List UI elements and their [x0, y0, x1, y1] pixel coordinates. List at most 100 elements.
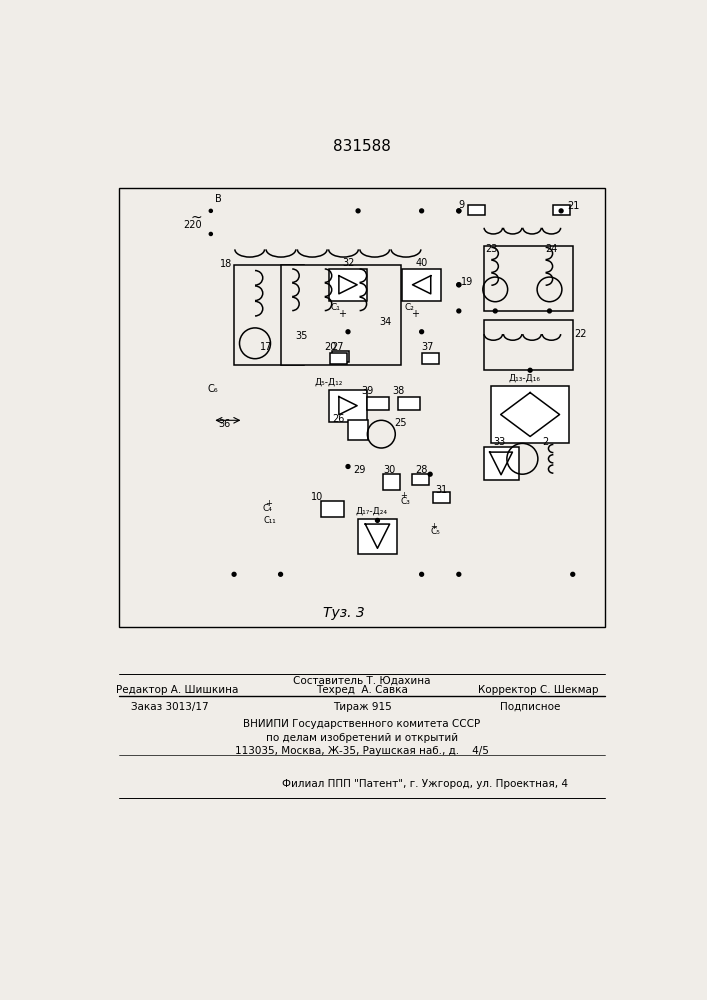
Text: ВНИИПИ Государственного комитета СССР: ВНИИПИ Государственного комитета СССР — [243, 719, 481, 729]
Circle shape — [457, 209, 461, 213]
Text: 9: 9 — [458, 200, 464, 210]
Text: Техред  А. Савка: Техред А. Савка — [316, 685, 408, 695]
Circle shape — [209, 232, 212, 235]
Text: Редактор А. Шишкина: Редактор А. Шишкина — [117, 685, 239, 695]
Text: 220: 220 — [184, 220, 202, 230]
Circle shape — [279, 572, 283, 576]
Bar — [484, 447, 518, 480]
Text: Заказ 3013/17: Заказ 3013/17 — [131, 702, 209, 712]
Text: ~: ~ — [191, 211, 202, 225]
Text: Подписное: Подписное — [500, 702, 561, 712]
Text: C₄: C₄ — [263, 504, 273, 513]
Circle shape — [571, 572, 575, 576]
Circle shape — [375, 518, 380, 522]
Text: 23: 23 — [485, 244, 498, 254]
Text: 30: 30 — [383, 465, 395, 475]
Text: Тираж 915: Тираж 915 — [332, 702, 392, 712]
Circle shape — [346, 465, 350, 468]
Text: +: + — [430, 522, 437, 531]
Text: C₁₁: C₁₁ — [263, 516, 276, 525]
Circle shape — [232, 572, 236, 576]
Circle shape — [346, 330, 350, 334]
Bar — [234, 265, 304, 365]
Bar — [281, 265, 401, 365]
Text: 28: 28 — [416, 465, 428, 475]
Bar — [402, 269, 441, 301]
Text: C₁: C₁ — [330, 303, 340, 312]
Text: 38: 38 — [392, 386, 404, 396]
Text: 34: 34 — [379, 317, 392, 327]
Bar — [383, 474, 400, 490]
Bar — [348, 420, 368, 440]
Bar — [368, 397, 389, 410]
Text: 17: 17 — [260, 342, 273, 352]
Bar — [119, 188, 605, 627]
Text: 2: 2 — [542, 437, 549, 447]
Circle shape — [457, 283, 461, 287]
Text: +: + — [265, 499, 272, 508]
Bar — [329, 389, 368, 422]
Bar — [321, 501, 344, 517]
Text: 831588: 831588 — [333, 139, 391, 154]
Bar — [329, 269, 368, 301]
Text: Τуз. 3: Τуз. 3 — [323, 606, 365, 620]
Text: C₃: C₃ — [401, 497, 411, 506]
Circle shape — [209, 209, 212, 212]
Text: C₅: C₅ — [431, 527, 440, 536]
Circle shape — [457, 283, 461, 287]
Circle shape — [420, 209, 423, 213]
Bar — [412, 474, 429, 485]
Text: C₆: C₆ — [207, 384, 218, 394]
Bar — [330, 353, 347, 364]
Text: 26: 26 — [332, 414, 344, 424]
Text: Составитель Т. Юдахина: Составитель Т. Юдахина — [293, 676, 431, 686]
Text: 25: 25 — [395, 418, 407, 428]
Circle shape — [428, 472, 432, 476]
Circle shape — [559, 209, 563, 213]
Bar — [433, 492, 450, 503]
Text: 18: 18 — [219, 259, 232, 269]
Circle shape — [493, 309, 497, 313]
Bar — [421, 353, 438, 364]
Text: Д₁₃-Д₁₆: Д₁₃-Д₁₆ — [509, 373, 541, 382]
Bar — [468, 205, 485, 215]
Bar — [554, 205, 571, 215]
Text: 31: 31 — [435, 485, 447, 495]
Text: 113035, Москва, Ж-35, Раушская наб., д.    4/5: 113035, Москва, Ж-35, Раушская наб., д. … — [235, 746, 489, 756]
Bar — [358, 519, 397, 554]
Text: B: B — [215, 194, 222, 204]
Circle shape — [356, 209, 360, 213]
Bar — [398, 397, 420, 410]
Text: 27: 27 — [332, 342, 344, 352]
Circle shape — [420, 330, 423, 334]
Text: 21: 21 — [567, 201, 580, 211]
Bar — [491, 386, 569, 443]
Bar — [484, 246, 573, 311]
Text: 35: 35 — [296, 331, 308, 341]
Circle shape — [457, 209, 461, 213]
Bar — [332, 351, 349, 362]
Text: Д₁₇-Д₂₄: Д₁₇-Д₂₄ — [355, 507, 387, 516]
Text: 19: 19 — [461, 277, 474, 287]
Circle shape — [457, 572, 461, 576]
Text: Корректор С. Шекмар: Корректор С. Шекмар — [478, 685, 598, 695]
Text: 40: 40 — [416, 258, 428, 268]
Circle shape — [547, 309, 551, 313]
Text: C₂: C₂ — [404, 303, 414, 312]
Circle shape — [420, 572, 423, 576]
Text: 20: 20 — [324, 342, 337, 352]
Text: 22: 22 — [574, 329, 587, 339]
Text: 32: 32 — [341, 258, 354, 268]
Text: 33: 33 — [493, 437, 506, 447]
Text: 29: 29 — [354, 465, 366, 475]
Text: 24: 24 — [546, 244, 558, 254]
Text: +: + — [400, 491, 407, 500]
Text: по делам изобретений и открытий: по делам изобретений и открытий — [266, 733, 458, 743]
Circle shape — [457, 309, 461, 313]
Text: 39: 39 — [361, 386, 373, 396]
Text: 10: 10 — [311, 492, 323, 502]
Text: 36: 36 — [218, 419, 230, 429]
Bar — [484, 320, 573, 370]
Circle shape — [528, 368, 532, 372]
Text: Д₅-Д₁₂: Д₅-Д₁₂ — [315, 377, 343, 386]
